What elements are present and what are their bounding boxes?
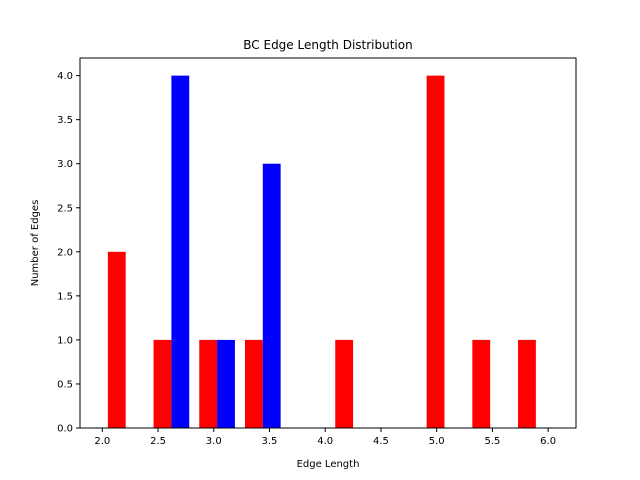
x-tick-label: 4.0 [317,436,333,447]
y-tick-label: 0.0 [57,424,73,435]
y-tick-label: 1.5 [57,291,73,302]
bar-series-0-6 [472,339,491,428]
x-tick-label: 2.5 [150,436,166,447]
bar-series-0-1 [153,339,172,428]
y-tick-label: 1.0 [57,335,73,346]
y-axis-ticks: 0.0 0.5 1.0 1.5 2.0 2.5 3.0 3.5 4.0 [57,71,80,435]
x-tick-label: 3.5 [262,436,278,447]
y-tick-label: 2.5 [57,203,73,214]
y-tick-label: 0.5 [57,379,73,390]
x-tick-label: 5.5 [484,436,500,447]
x-tick-label: 5.0 [429,436,445,447]
x-axis-ticks: 2.0 2.5 3.0 3.5 4.0 4.5 5.0 5.5 6.0 [94,428,556,447]
y-axis-label: Number of Edges [30,200,41,287]
bars-layer [107,75,536,428]
y-tick-label: 3.0 [57,159,73,170]
plot-frame [79,57,577,429]
x-tick-label: 4.5 [373,436,389,447]
bar-series-0-3 [244,339,263,428]
x-tick-label: 3.0 [206,436,222,447]
x-axis-label: Edge Length [297,459,360,470]
bar-series-0-2 [199,339,218,428]
bar-series-0-5 [426,75,445,428]
bar-series-0-0 [107,251,126,428]
x-tick-label: 2.0 [94,436,110,447]
bar-series-0-7 [518,339,536,428]
chart-title: BC Edge Length Distribution [243,38,412,52]
bar-series-1-0 [171,75,190,428]
bar-series-1-1 [217,339,235,428]
y-tick-label: 3.5 [57,115,73,126]
bar-series-1-2 [262,163,281,428]
bar-series-0-4 [335,339,354,428]
y-tick-label: 2.0 [57,247,73,258]
y-tick-label: 4.0 [57,71,73,82]
x-tick-label: 6.0 [540,436,556,447]
